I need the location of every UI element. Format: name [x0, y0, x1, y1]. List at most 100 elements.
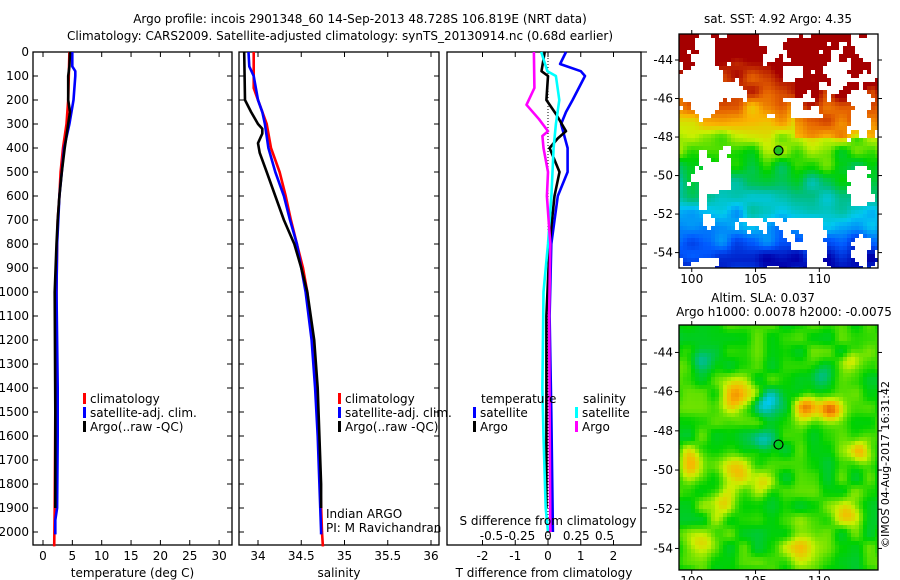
sla-cell: [843, 337, 847, 341]
sla-cell: [803, 373, 807, 377]
sla-cell: [703, 509, 707, 513]
sst-cell: [791, 162, 795, 166]
sst-cell: [839, 230, 843, 234]
sla-cell: [779, 461, 783, 465]
sla-cell: [851, 521, 855, 525]
sst-cell: [831, 254, 835, 258]
sst-cell: [847, 250, 851, 254]
sst-cell: [763, 94, 767, 98]
sst-cell: [871, 202, 875, 206]
sla-cell: [747, 497, 751, 501]
sst-cell: [803, 166, 807, 170]
sst-cell: [835, 154, 839, 158]
sst-cell: [867, 250, 871, 254]
sla-cell: [859, 385, 863, 389]
sst-cell: [775, 70, 779, 74]
sla-cell: [783, 341, 787, 345]
sst-cell: [735, 202, 739, 206]
sla-cell: [759, 345, 763, 349]
sst-cell: [691, 46, 695, 50]
sst-cell: [779, 110, 783, 114]
sla-cell: [787, 361, 791, 365]
sla-cell: [707, 469, 711, 473]
sla-cell: [851, 349, 855, 353]
sst-cell: [679, 246, 683, 250]
sla-cell: [847, 369, 851, 373]
sla-cell: [767, 505, 771, 509]
sla-cell: [863, 489, 867, 493]
sla-cell: [787, 481, 791, 485]
sst-cell: [783, 178, 787, 182]
sla-cell: [783, 481, 787, 485]
sst-cell: [831, 234, 835, 238]
sla-cell: [755, 377, 759, 381]
sla-cell: [871, 369, 875, 373]
sla-cell: [743, 389, 747, 393]
sst-cell: [811, 142, 815, 146]
sla-cell: [831, 329, 835, 333]
sst-cell: [699, 210, 703, 214]
sla-cell: [875, 481, 878, 485]
sst-cell: [687, 202, 691, 206]
sst-cell: [875, 118, 878, 122]
sla-cell: [723, 369, 727, 373]
sla-cell: [715, 517, 719, 521]
sla-cell: [851, 341, 855, 345]
sla-cell: [755, 325, 759, 329]
sst-cell: [831, 230, 835, 234]
sst-cell: [875, 214, 878, 218]
sla-cell: [875, 413, 878, 417]
sla-cell: [691, 345, 695, 349]
sst-cell: [843, 178, 847, 182]
sst-cell: [779, 58, 783, 62]
sla-cell: [707, 417, 711, 421]
sla-cell: [779, 441, 783, 445]
sla-cell: [719, 433, 723, 437]
sst-cell: [871, 166, 875, 170]
sla-cell: [859, 333, 863, 337]
sst-cell: [863, 234, 867, 238]
sla-cell: [779, 381, 783, 385]
sla-cell: [851, 421, 855, 425]
sla-cell: [863, 525, 867, 529]
sla-cell: [719, 485, 723, 489]
sla-cell: [707, 389, 711, 393]
sst-cell: [831, 114, 835, 118]
sst-cell: [799, 210, 803, 214]
sst-cell: [719, 218, 723, 222]
sla-cell: [679, 437, 683, 441]
sla-cell: [707, 329, 711, 333]
y-tick-label: 1400: [0, 381, 29, 395]
sla-cell: [723, 461, 727, 465]
sst-cell: [763, 234, 767, 238]
sst-cell: [767, 150, 771, 154]
sla-cell: [867, 333, 871, 337]
sst-cell: [699, 134, 703, 138]
sla-cell: [683, 337, 687, 341]
sla-cell: [735, 529, 739, 533]
sla-cell: [795, 505, 799, 509]
sla-cell: [763, 505, 767, 509]
sst-cell: [811, 58, 815, 62]
sst-cell: [767, 78, 771, 82]
sst-cell: [759, 138, 763, 142]
sla-cell: [843, 405, 847, 409]
sst-cell: [827, 82, 831, 86]
sla-cell: [855, 445, 859, 449]
sla-cell: [719, 329, 723, 333]
y-tick-label: 1800: [0, 477, 29, 491]
sst-cell: [847, 162, 851, 166]
sst-cell: [687, 66, 691, 70]
sst-cell: [767, 126, 771, 130]
sst-cell: [763, 254, 767, 258]
sla-cell: [739, 377, 743, 381]
sla-cell: [871, 333, 875, 337]
sla-cell: [811, 433, 815, 437]
sla-cell: [871, 353, 875, 357]
sla-cell: [715, 373, 719, 377]
sst-cell: [855, 70, 859, 74]
sst-cell: [715, 50, 719, 54]
sla-cell: [719, 365, 723, 369]
sla-cell: [791, 361, 795, 365]
sla-cell: [735, 457, 739, 461]
